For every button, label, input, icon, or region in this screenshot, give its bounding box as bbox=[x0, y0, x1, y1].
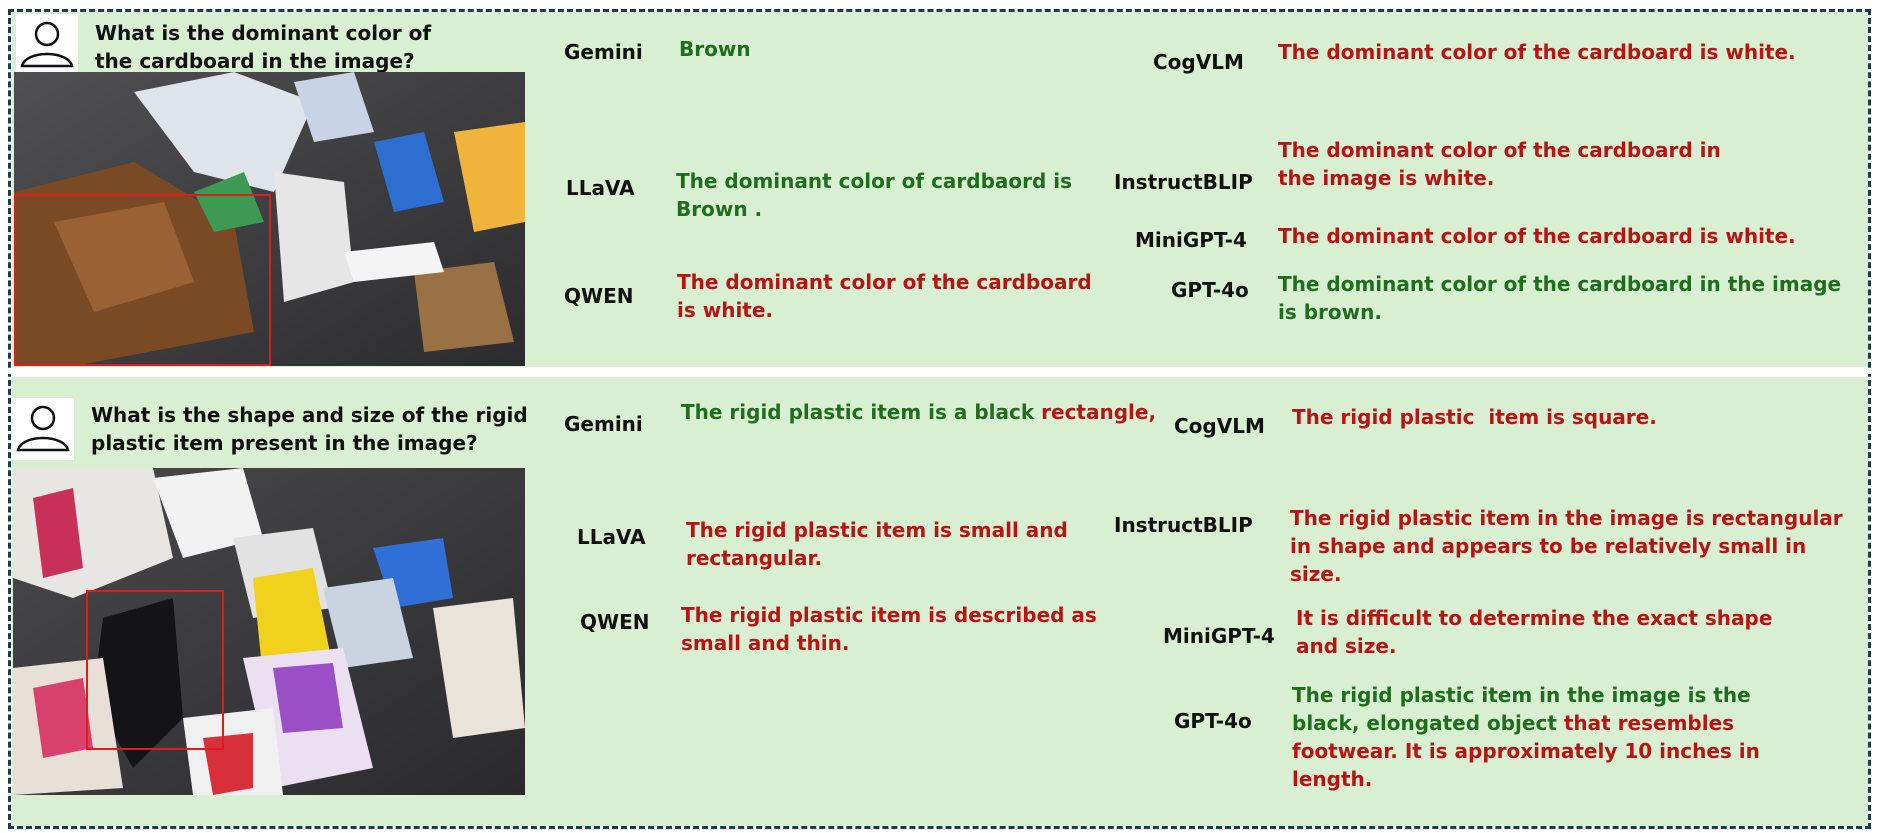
model-label-gpt4o: GPT-4o bbox=[1174, 709, 1252, 733]
model-label-instructblip: InstructBLIP bbox=[1114, 513, 1253, 537]
model-label-gpt4o: GPT-4o bbox=[1171, 278, 1249, 302]
answer-gpt4o-incorrect-part: that resembles footwear. It is approxima… bbox=[1292, 711, 1760, 791]
model-label-llava: LLaVA bbox=[566, 176, 635, 200]
answer-gpt4o: The rigid plastic item in the image is t… bbox=[1292, 681, 1822, 793]
model-label-cogvlm: CogVLM bbox=[1174, 414, 1265, 438]
answer-gpt4o: The dominant color of the cardboard in t… bbox=[1278, 272, 1842, 324]
waste-image-1 bbox=[14, 72, 525, 366]
answer-instructblip: The rigid plastic item in the image is r… bbox=[1290, 506, 1843, 586]
bounding-box-1 bbox=[14, 194, 271, 366]
answer-llava: The rigid plastic item is small and rect… bbox=[686, 518, 1068, 570]
answer-instructblip: The dominant color of the cardboard in t… bbox=[1278, 138, 1721, 190]
answer-gemini-correct-part: The rigid plastic item is a black bbox=[681, 400, 1042, 424]
model-label-instructblip: InstructBLIP bbox=[1114, 170, 1253, 194]
answer-minigpt4: The dominant color of the cardboard is w… bbox=[1278, 224, 1796, 248]
bounding-box-2 bbox=[86, 590, 224, 750]
answer-gemini: The rigid plastic item is a black rectan… bbox=[681, 398, 1156, 426]
question-1-text: What is the dominant color of the cardbo… bbox=[95, 21, 432, 73]
model-label-gemini: Gemini bbox=[564, 40, 643, 64]
answer-gpt4o-correct-part: The rigid plastic item in the image is t… bbox=[1292, 683, 1751, 735]
user-avatar-icon bbox=[12, 398, 74, 460]
user-avatar-icon bbox=[16, 14, 78, 76]
model-label-qwen: QWEN bbox=[564, 284, 634, 308]
model-label-qwen: QWEN bbox=[580, 610, 650, 634]
answer-qwen: The rigid plastic item is described as s… bbox=[681, 603, 1097, 655]
answer-gemini: Brown bbox=[679, 37, 751, 61]
answer-cogvlm: The rigid plastic item is square. bbox=[1292, 405, 1657, 429]
answer-minigpt4: It is difficult to determine the exact s… bbox=[1296, 606, 1773, 658]
answer-cogvlm: The dominant color of the cardboard is w… bbox=[1278, 40, 1796, 64]
model-label-llava: LLaVA bbox=[577, 525, 646, 549]
panel-divider bbox=[8, 368, 1872, 374]
model-label-gemini: Gemini bbox=[564, 412, 643, 436]
answer-qwen: The dominant color of the cardboard is w… bbox=[677, 270, 1092, 322]
waste-image-2 bbox=[13, 468, 525, 795]
model-label-cogvlm: CogVLM bbox=[1153, 50, 1244, 74]
answer-llava: The dominant color of cardbaord is Brown… bbox=[676, 169, 1073, 221]
answer-gemini-incorrect-part: rectangle, bbox=[1041, 400, 1157, 424]
question-2-text: What is the shape and size of the rigid … bbox=[91, 403, 528, 455]
outer-dashed-frame bbox=[8, 9, 1871, 829]
model-label-minigpt4: MiniGPT-4 bbox=[1163, 624, 1275, 648]
model-label-minigpt4: MiniGPT-4 bbox=[1135, 228, 1247, 252]
